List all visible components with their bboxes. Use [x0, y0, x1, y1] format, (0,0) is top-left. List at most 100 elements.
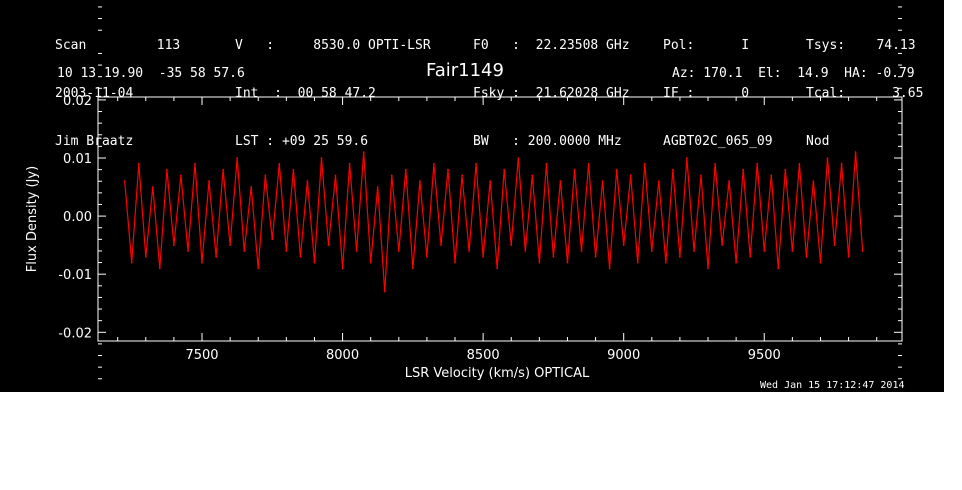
- spectrum-point: [594, 255, 597, 258]
- spectrum-point: [348, 162, 351, 165]
- spectrum-point: [250, 186, 253, 188]
- spectrum-point: [812, 180, 815, 183]
- spectrum-point: [524, 250, 527, 252]
- spectrum-point: [341, 267, 344, 270]
- spectrum-point: [714, 162, 716, 165]
- spectrum-point: [545, 162, 548, 165]
- spectrum-point: [686, 157, 688, 159]
- spectrum-point: [665, 261, 667, 264]
- spectrum-point: [130, 261, 133, 264]
- spectrum-point: [475, 162, 477, 165]
- spectrum-point: [412, 267, 414, 270]
- spectrum-point: [608, 267, 611, 270]
- x-tick-label: 9500: [748, 348, 781, 363]
- spectrum-point: [243, 250, 246, 252]
- velocity-text: V : 8530.0 OPTI-LSR: [235, 38, 431, 53]
- spectrum-point: [257, 267, 260, 270]
- x-axis-title: LSR Velocity (km/s) OPTICAL: [405, 366, 590, 381]
- spectrum-point: [777, 267, 780, 270]
- spectrum-point: [861, 250, 864, 252]
- spectrum-point: [826, 157, 829, 159]
- timestamp-footer: Wed Jan 15 17:12:47 2014: [760, 380, 905, 391]
- plot-frame: [97, 96, 903, 342]
- spectrum-point: [489, 180, 492, 183]
- spectrum-point: [292, 168, 295, 171]
- spectrum-point: [306, 180, 309, 183]
- x-tick-label: 9000: [607, 348, 640, 363]
- spectrum-point: [566, 261, 569, 264]
- spectrum-point: [419, 180, 421, 183]
- spectrum-point: [559, 180, 562, 183]
- spectrum-point: [482, 255, 484, 258]
- spectrum-point: [144, 255, 147, 258]
- bandwidth-text: BW : 200.0000 MHz: [473, 134, 622, 149]
- spectrum-point: [531, 174, 534, 177]
- spectrum-point: [679, 255, 681, 258]
- coordinates-text: 10 13 19.90 -35 58 57.6: [57, 66, 245, 81]
- spectrum-point: [503, 168, 506, 171]
- tsys-text: Tsys: 74.13: [806, 38, 916, 53]
- spectrum-point: [538, 261, 541, 264]
- spectrum-point: [137, 162, 140, 165]
- spectrum-point: [700, 174, 702, 177]
- spectrum-point: [749, 255, 752, 258]
- x-tick-label: 8000: [326, 348, 359, 363]
- procedure-text: Nod: [806, 134, 830, 149]
- spectrum-point: [510, 244, 513, 247]
- spectrum-point: [454, 261, 456, 264]
- spectrum-point: [404, 168, 407, 171]
- spectrum-point: [229, 244, 232, 247]
- spectrum-point: [362, 151, 365, 154]
- spectrum-point: [728, 180, 730, 183]
- spectrum-point: [742, 168, 745, 171]
- spectrum-point: [763, 250, 766, 252]
- y-tick-label: 0.01: [63, 152, 92, 167]
- spectrum-point: [151, 186, 154, 188]
- spectrum-point: [271, 238, 274, 241]
- spectrum-point: [657, 180, 660, 183]
- axes-layer: 7500 8000 8500 9000 9500 -0.02 -0.01 0.00 0.01 0.…: [58, 6, 902, 461]
- spectrum-point: [707, 267, 709, 270]
- project-text: AGBT02C_065_09: [663, 134, 773, 149]
- source-title: Fair1149: [426, 60, 504, 81]
- spectrum-point: [629, 174, 632, 177]
- pol-text: Pol: I: [663, 38, 750, 53]
- spectrum-point: [854, 151, 857, 154]
- y-axis-title: Flux Density (Jy): [25, 166, 40, 272]
- spectrum-point: [847, 255, 850, 258]
- spectrum-line: [124, 152, 864, 292]
- y-tick-label: -0.01: [58, 268, 92, 283]
- spectrum-point: [201, 261, 203, 264]
- spectrum-point: [840, 162, 843, 165]
- spectrum-point: [440, 244, 442, 247]
- spectrum-point: [819, 261, 822, 264]
- y-tick-label: -0.02: [58, 326, 92, 341]
- spectrum-point: [313, 261, 316, 264]
- spectrum-point: [791, 250, 794, 252]
- x-tick-label: 8500: [467, 348, 500, 363]
- spectrum-point: [573, 168, 576, 171]
- spectrum-point: [355, 250, 358, 252]
- y-tick-label: 0.00: [63, 210, 92, 225]
- spectrum-point: [615, 168, 618, 171]
- spectrum-point: [334, 174, 337, 177]
- spectrum-point: [222, 168, 225, 171]
- spectrum-point: [194, 162, 196, 165]
- spectrum-point: [123, 180, 126, 183]
- x-tick-label: 7500: [185, 348, 218, 363]
- spectrum-point: [601, 180, 604, 183]
- spectrum-point: [285, 250, 288, 252]
- spectrum-point: [376, 186, 379, 188]
- spectrum-point: [805, 255, 808, 258]
- spectrum-point: [798, 162, 801, 165]
- spectrum-point: [158, 267, 161, 270]
- spectrum-point: [390, 174, 393, 177]
- y-tick-label: 0.02: [63, 94, 92, 109]
- spectrum-point: [721, 244, 723, 247]
- spectrum-point: [643, 162, 646, 165]
- spectrum-point: [735, 261, 737, 264]
- spectrum-point: [264, 174, 267, 177]
- spectrum-point: [622, 244, 625, 247]
- spectrum-point: [756, 162, 759, 165]
